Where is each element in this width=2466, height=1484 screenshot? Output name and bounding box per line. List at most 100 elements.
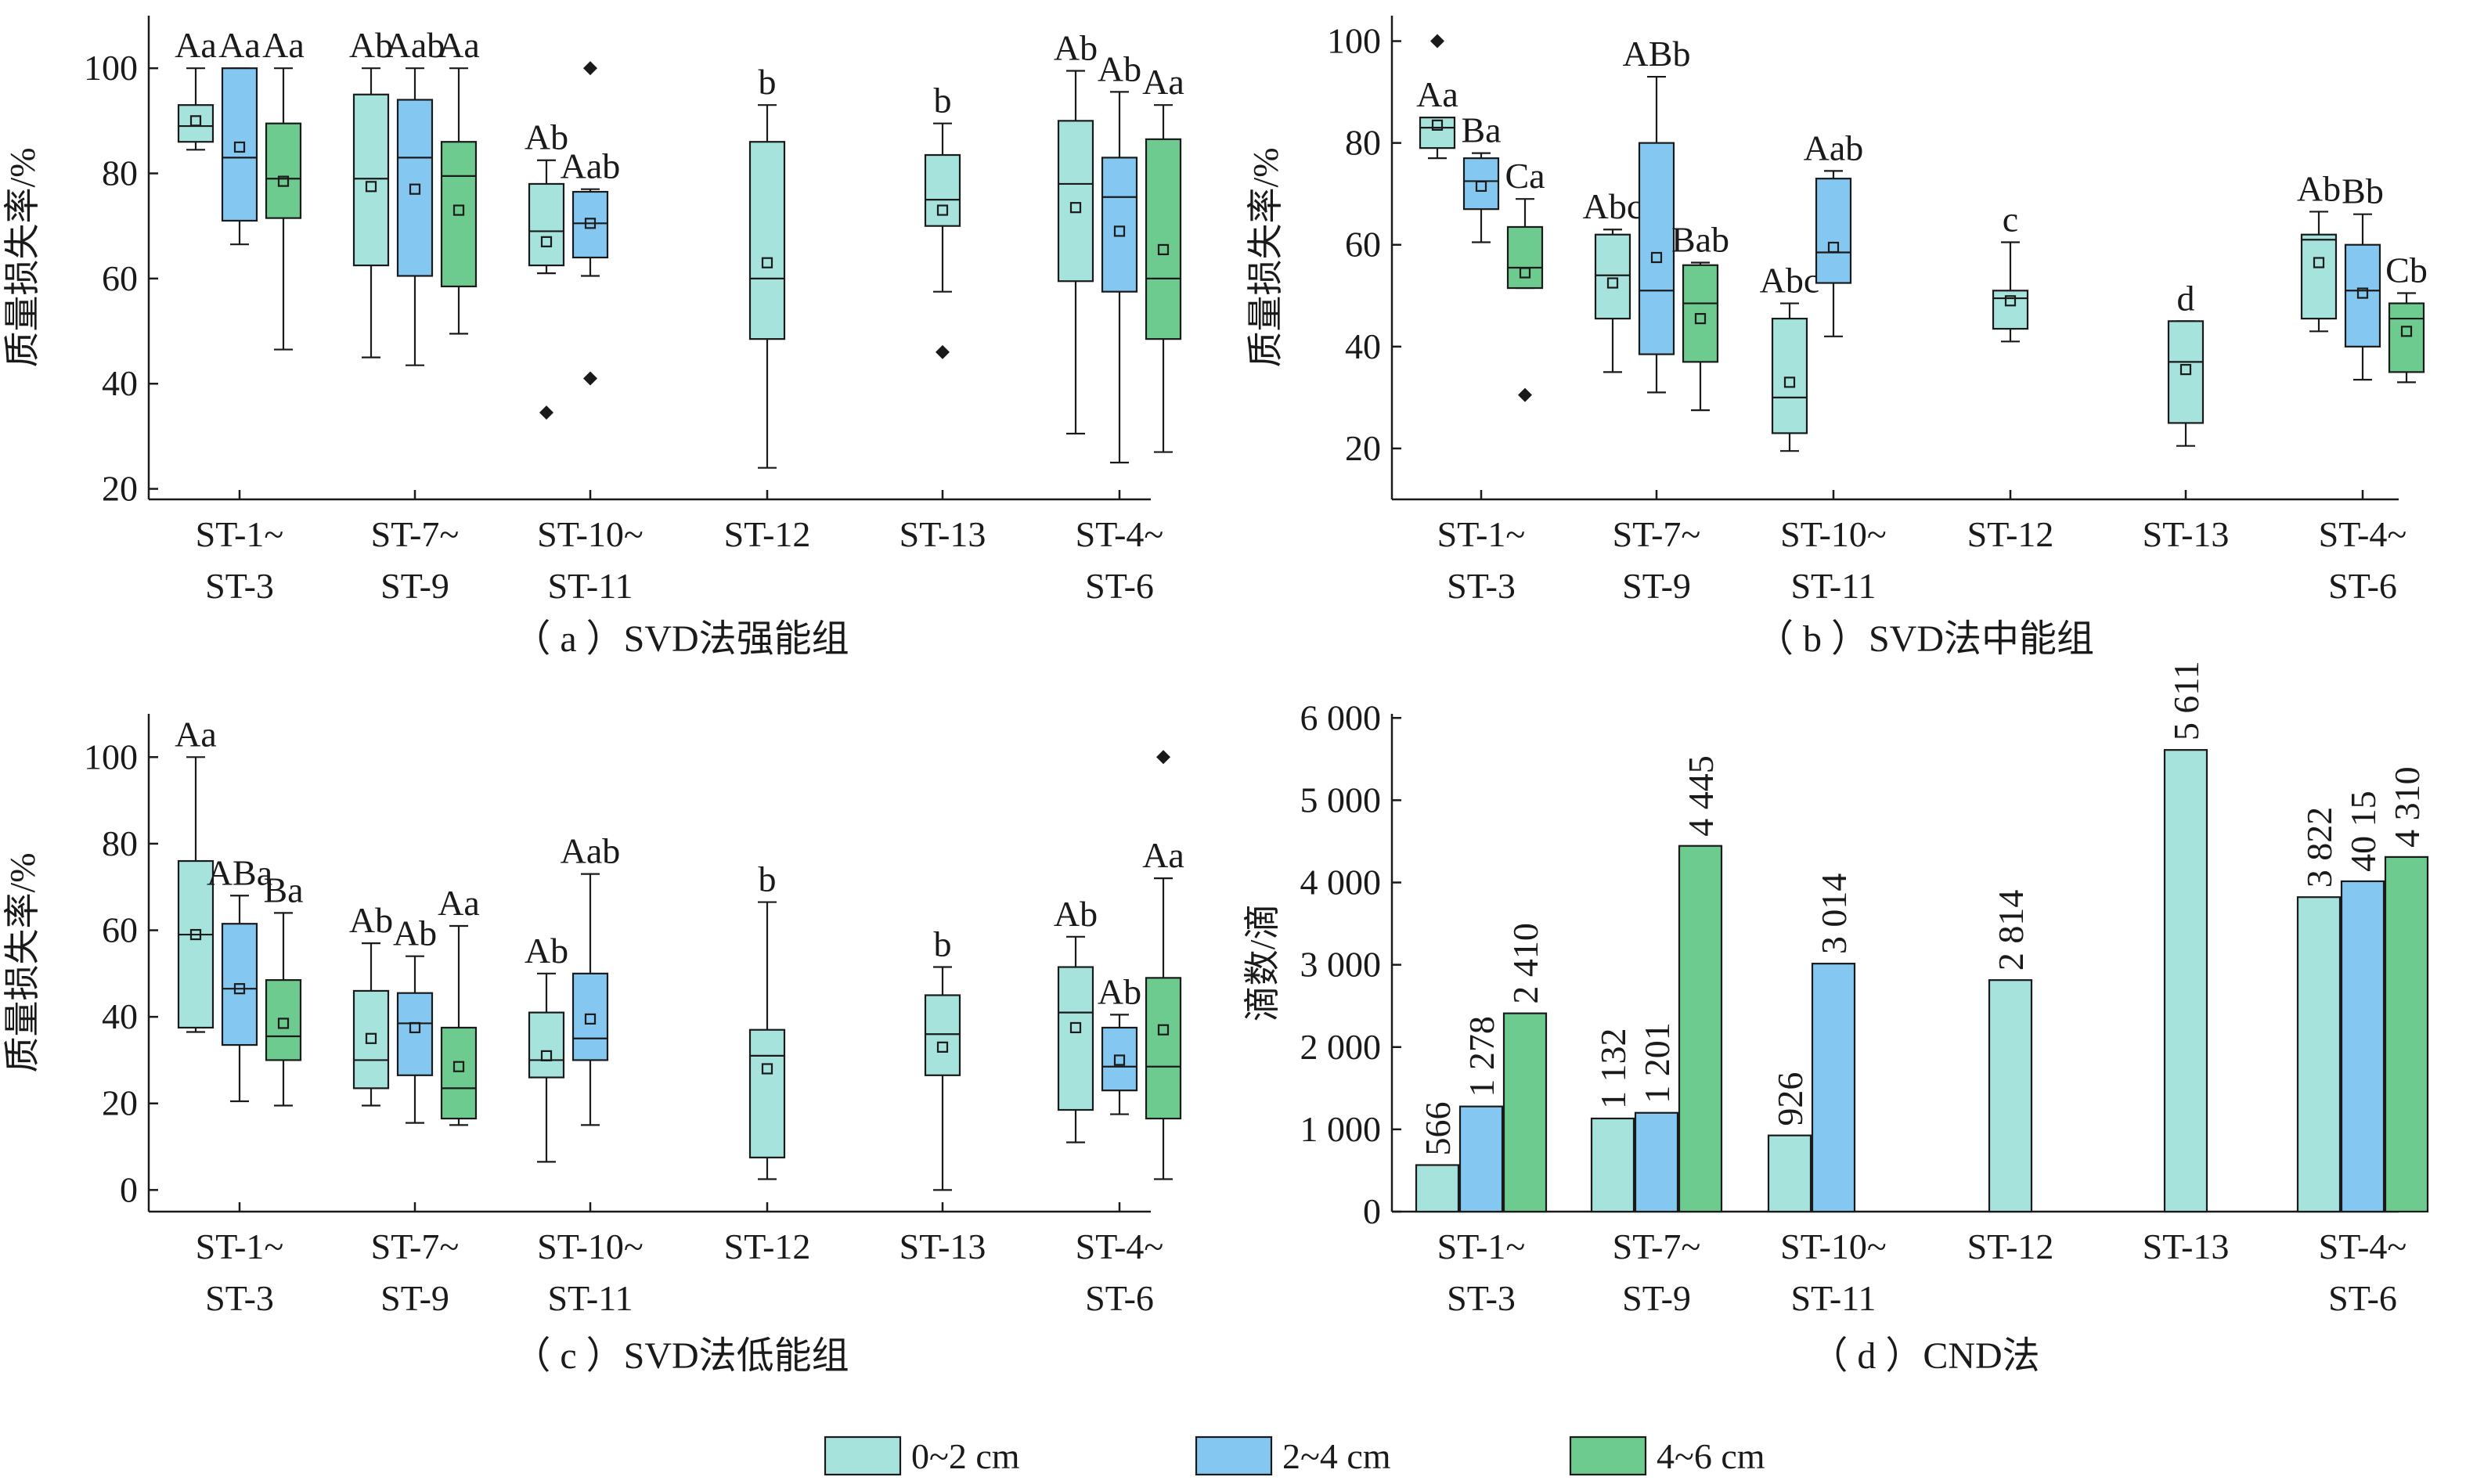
x-category-label: ST-4~ [2319, 1226, 2407, 1266]
legend-label: 0~2 cm [911, 1436, 1020, 1476]
significance-label: c [2003, 199, 2018, 239]
significance-label: Bab [1671, 220, 1729, 260]
mean-marker [452, 204, 465, 216]
legend-label: 4~6 cm [1657, 1436, 1765, 1476]
mean-marker [1475, 180, 1487, 193]
box-plot: Ab [1054, 28, 1098, 435]
mean-marker [1519, 267, 1531, 279]
significance-label: d [2177, 278, 2195, 318]
outlier-point [1156, 750, 1170, 765]
bar [1458, 1105, 1504, 1213]
significance-label: Bb [2342, 171, 2384, 211]
mean-marker [1783, 376, 1796, 388]
bar-value-label: 926 [1770, 1072, 1810, 1126]
outlier-point [936, 344, 950, 359]
mean-marker [2356, 287, 2369, 299]
iqr-box [1057, 120, 1094, 283]
mean-marker [233, 983, 246, 995]
legend-label: 2~4 cm [1282, 1436, 1391, 1476]
x-category-label: ST-10~ [537, 514, 644, 554]
significance-label: Aa [1142, 835, 1184, 875]
iqr-box [2344, 243, 2381, 348]
bar [1988, 979, 2033, 1213]
x-category-label: ST-13 [900, 1226, 986, 1266]
outlier-point [1430, 34, 1444, 49]
outlier-point [539, 405, 553, 420]
bar-value-label: 1 278 [1462, 1016, 1502, 1097]
box-plot: b [748, 62, 786, 469]
y-tick-label: 80 [1345, 123, 1381, 163]
bar [1811, 963, 1856, 1213]
significance-label: Aa [1142, 62, 1184, 102]
x-category-label: ST-3 [205, 1278, 274, 1318]
x-category-label: ST-12 [1967, 1226, 2054, 1266]
mean-marker [365, 1032, 377, 1044]
bar [1634, 1111, 1679, 1213]
y-tick-label: 20 [1345, 428, 1381, 468]
significance-label: Ca [1505, 156, 1545, 196]
significance-label: Aa [1416, 74, 1458, 114]
significance-label: Ba [263, 870, 303, 909]
iqr-box [1462, 157, 1500, 211]
x-category-label: ST-9 [1622, 566, 1691, 606]
x-category-label: ST-3 [1447, 1278, 1516, 1318]
bar-value-label: 2 814 [1991, 890, 2031, 971]
box-plot: Ca [1505, 156, 1545, 402]
panel-d: 0 1 000 2 000 3 000 4 000 5 000 6 000 滴数/滴 ST-1~… [1242, 661, 2429, 1377]
iqr-box [1506, 225, 1544, 290]
iqr-box [265, 122, 302, 219]
x-category-label: ST-10~ [537, 1226, 644, 1266]
bar-value-label: 4 310 [2387, 766, 2427, 848]
y-tick-label: 40 [1345, 326, 1381, 366]
y-tick-label: 2 000 [1300, 1027, 1382, 1067]
bar-value-label: 4 445 [1681, 755, 1721, 837]
mean-marker [2004, 295, 2017, 307]
legend-swatch [824, 1435, 902, 1476]
significance-label: Aa [262, 25, 305, 65]
box-plot: Aab [385, 25, 445, 366]
x-category-label: ST-7~ [371, 1226, 460, 1266]
x-category-label: ST-11 [1790, 566, 1876, 606]
mean-marker [409, 1021, 421, 1034]
box-plot: Ba [263, 870, 304, 1107]
bar-value-label: 40 15 [2343, 791, 2383, 872]
iqr-box [2300, 233, 2338, 320]
mean-marker [1694, 312, 1707, 325]
mean-marker [277, 175, 290, 187]
panel-b: 20 40 60 80 100 质量损失率/% ST-1~ ST-3 ST-7~ ST-9 ST-1… [1246, 16, 2428, 660]
outlier-point [1518, 387, 1532, 402]
significance-label: ABa [207, 852, 272, 892]
significance-label: Aa [438, 25, 480, 65]
significance-label: b [759, 859, 777, 899]
x-category-label: ST-1~ [196, 514, 284, 554]
significance-label: Ab [1054, 28, 1098, 68]
significance-label: Aab [1804, 128, 1864, 167]
significance-label: b [934, 81, 952, 121]
iqr-box [1145, 977, 1182, 1120]
y-tick-label: 3 000 [1300, 945, 1382, 985]
iqr-box [1771, 317, 1808, 434]
significance-label: Ab [393, 913, 437, 953]
iqr-box [571, 972, 609, 1061]
y-tick-label: 80 [102, 153, 138, 193]
iqr-box [221, 67, 258, 222]
box-plot: Ab [2297, 168, 2341, 333]
x-category-label: ST-6 [2328, 1278, 2397, 1318]
x-category-label: ST-11 [1790, 1278, 1876, 1318]
box-plot: b [924, 924, 961, 1191]
mean-marker [584, 1013, 597, 1025]
x-category-label: ST-11 [547, 1278, 633, 1318]
y-tick-label: 60 [1345, 225, 1381, 265]
y-axis-label: 质量损失率/% [2, 852, 42, 1072]
mean-marker [277, 1018, 290, 1029]
iqr-box [528, 182, 565, 267]
mean-marker [540, 236, 553, 247]
mean-marker [2179, 364, 2192, 376]
box-plot: Aa [1142, 750, 1184, 1180]
mean-marker [365, 181, 377, 193]
x-category-label: ST-12 [724, 514, 811, 554]
box-plot: Ab [1098, 971, 1141, 1115]
x-category-label: ST-6 [1085, 1278, 1154, 1318]
panel-title: （ b ）SVD法中能组 [1756, 618, 2094, 660]
x-category-label: ST-4~ [1076, 514, 1164, 554]
